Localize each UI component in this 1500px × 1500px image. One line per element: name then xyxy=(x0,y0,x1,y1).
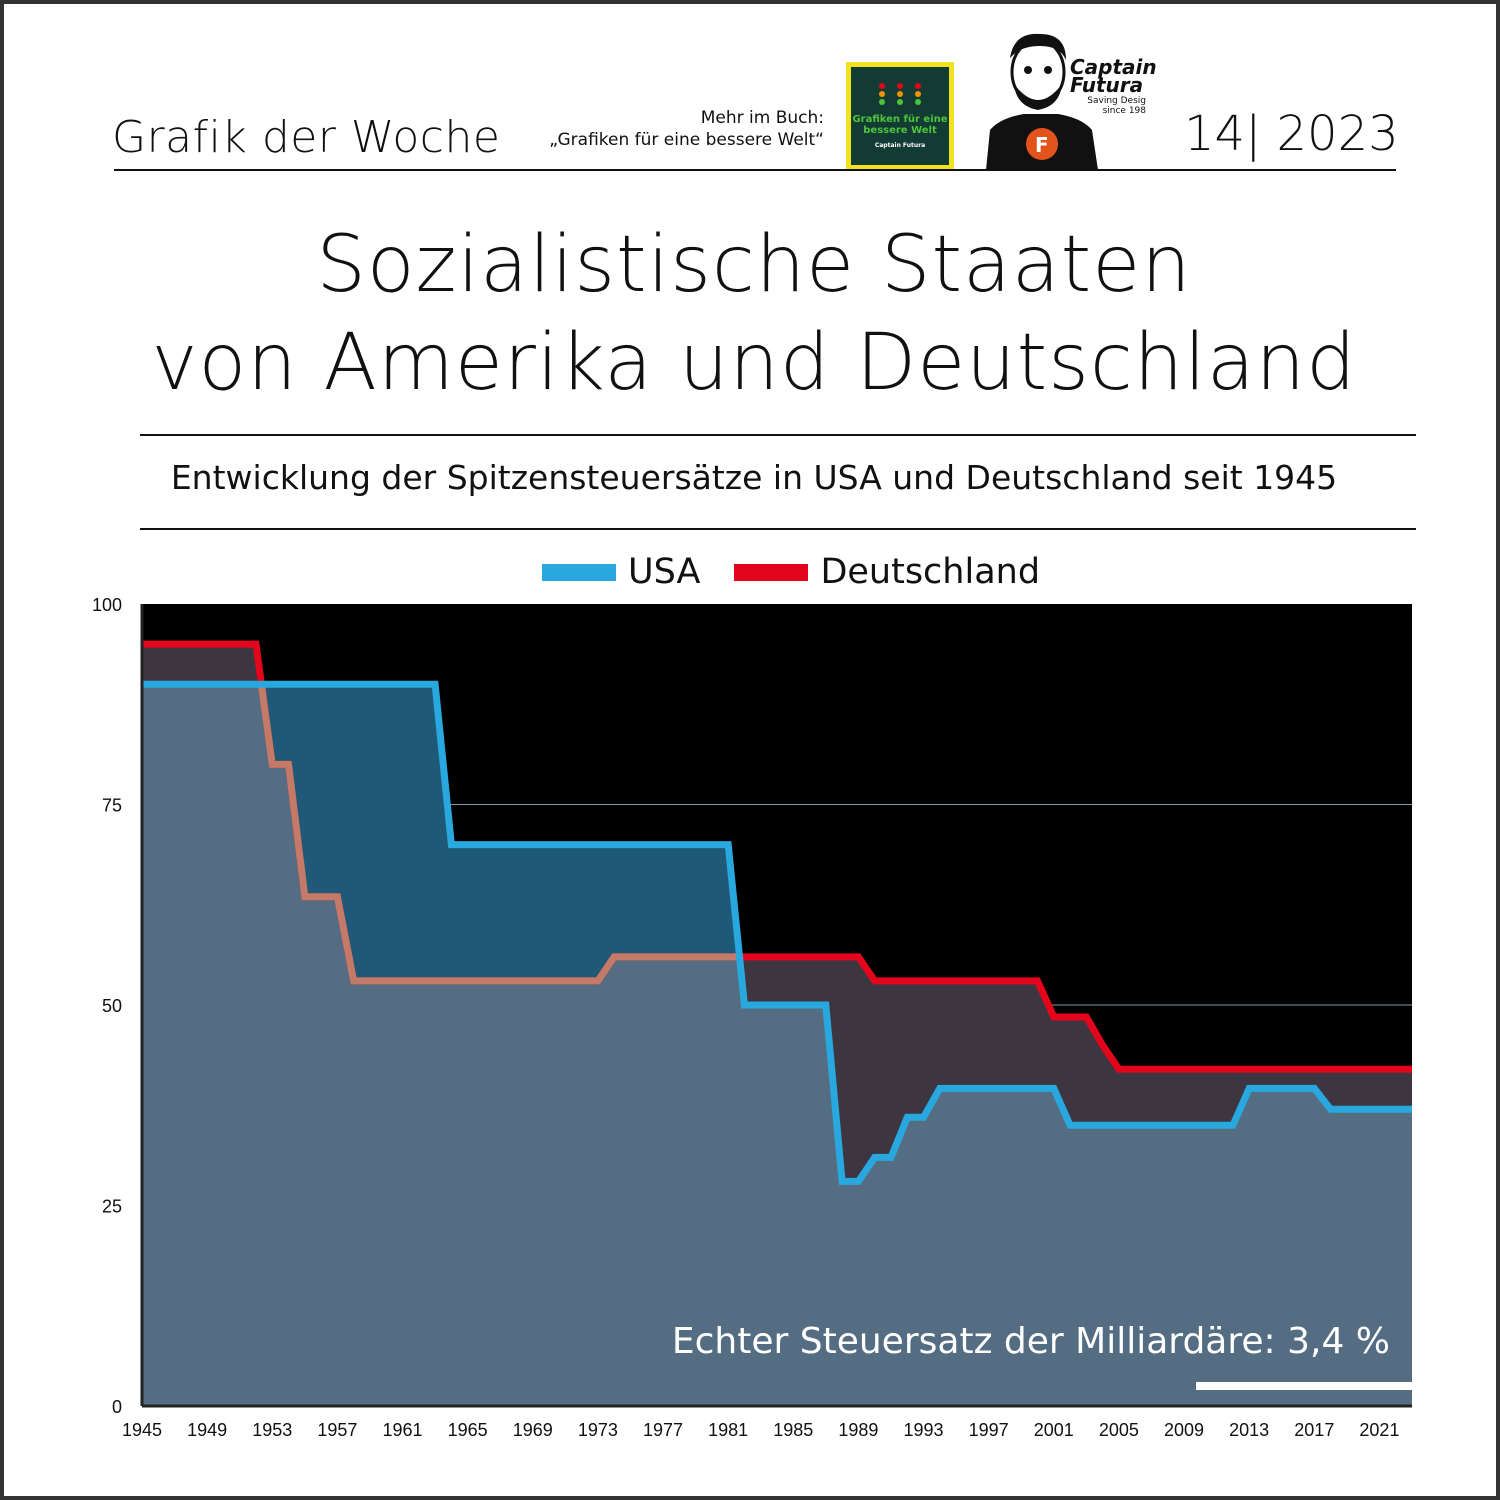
book-cover-art: Grafiken für eine bessere Welt Captain F… xyxy=(851,67,949,165)
y-tick-label: 25 xyxy=(102,1197,122,1217)
header-divider xyxy=(114,169,1396,171)
x-tick-label: 2001 xyxy=(1034,1420,1074,1440)
y-tick-label: 100 xyxy=(92,595,122,615)
x-tick-label: 2021 xyxy=(1359,1420,1399,1440)
book-cover-title: Grafiken für eine bessere Welt xyxy=(852,114,948,136)
x-tick-label: 1977 xyxy=(643,1420,683,1440)
line-germany-below-usa xyxy=(258,685,739,985)
billionaire-tax-note: Echter Steuersatz der Milliardäre: 3,4 % xyxy=(671,1321,1390,1362)
subtitle-divider xyxy=(140,528,1416,530)
mascot-avatar-icon: F xyxy=(986,33,1098,170)
y-tick-label: 0 xyxy=(112,1397,122,1417)
book-promo[interactable]: Mehr im Buch: „Grafiken für eine bessere… xyxy=(549,107,824,151)
x-tick-label: 2005 xyxy=(1099,1420,1139,1440)
y-tick-label: 50 xyxy=(102,996,122,1016)
chart-subtitle: Entwicklung der Spitzensteuersätze in US… xyxy=(170,458,1338,497)
book-cover[interactable]: Grafiken für eine bessere Welt Captain F… xyxy=(846,62,954,170)
title-line-2: von Amerika und Deutschland xyxy=(151,318,1357,408)
book-cover-icon xyxy=(879,83,921,105)
brand-tagline: Saving Desig since 198 xyxy=(1087,96,1146,116)
page-title: Sozialistische Staaten von Amerika und D… xyxy=(4,216,1500,412)
svg-text:F: F xyxy=(1035,133,1049,157)
legend-label-germany: Deutschland xyxy=(820,552,1041,592)
x-tick-label: 2013 xyxy=(1229,1420,1269,1440)
x-tick-label: 1969 xyxy=(513,1420,553,1440)
x-tick-label: 1981 xyxy=(708,1420,748,1440)
promo-line-1: Mehr im Buch: xyxy=(700,108,824,128)
x-tick-label: 1953 xyxy=(252,1420,292,1440)
legend-swatch-usa xyxy=(542,563,616,581)
x-tick-label: 1985 xyxy=(773,1420,813,1440)
x-tick-label: 1997 xyxy=(969,1420,1009,1440)
x-tick-label: 1973 xyxy=(578,1420,618,1440)
title-line-1: Sozialistische Staaten xyxy=(316,220,1192,310)
issue-number: 14| 2023 xyxy=(1184,106,1399,162)
tax-rate-chart: 0 25 50 75 100 1945 1949 1953 1957 1961 1965 1969 19… xyxy=(92,595,1412,1440)
chart-legend: USA Deutschland xyxy=(542,548,1074,596)
legend-swatch-germany xyxy=(734,563,809,581)
book-cover-author: Captain Futura xyxy=(874,142,926,149)
x-tick-label: 1961 xyxy=(382,1420,422,1440)
x-tick-label: 1989 xyxy=(838,1420,878,1440)
title-divider xyxy=(140,434,1416,436)
area-common xyxy=(142,684,1412,1406)
billionaire-tax-bar xyxy=(1196,1382,1416,1390)
x-tick-label: 1949 xyxy=(187,1420,227,1440)
x-tick-label: 2009 xyxy=(1164,1420,1204,1440)
x-tick-label: 2017 xyxy=(1294,1420,1334,1440)
line-usa xyxy=(142,680,1412,1185)
legend-item-usa: USA xyxy=(542,552,700,592)
legend-item-germany: Deutschland xyxy=(734,552,1040,592)
series-label: Grafik der Woche xyxy=(112,112,501,163)
x-tick-label: 1993 xyxy=(904,1420,944,1440)
brand-logo: Captain Futura xyxy=(1070,55,1157,97)
x-tick-label: 1945 xyxy=(122,1420,162,1440)
x-tick-label: 1957 xyxy=(317,1420,357,1440)
y-tick-label: 75 xyxy=(102,796,122,816)
promo-line-2: „Grafiken für eine bessere Welt“ xyxy=(549,130,824,150)
x-tick-label: 1965 xyxy=(448,1420,488,1440)
legend-label-usa: USA xyxy=(628,552,701,592)
